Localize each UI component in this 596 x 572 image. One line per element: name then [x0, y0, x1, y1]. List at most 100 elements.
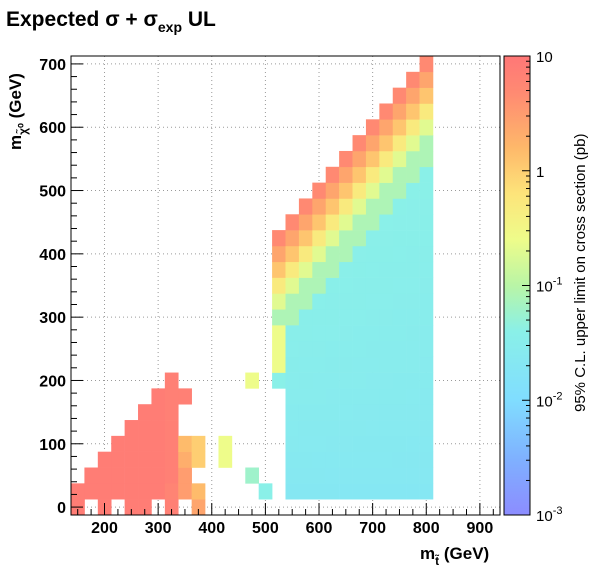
heatmap-cell: [124, 435, 139, 452]
heatmap-cell: [97, 483, 112, 500]
heatmap-cell: [339, 372, 353, 389]
heatmap-cell: [365, 166, 380, 183]
heatmap-cell: [365, 277, 380, 294]
y-tick-label: 200: [39, 373, 66, 390]
heatmap-cell: [285, 309, 300, 326]
heatmap-cell: [406, 166, 420, 183]
heatmap-cell: [164, 451, 179, 468]
heatmap-cell: [419, 467, 434, 484]
heatmap-cell: [218, 435, 233, 452]
heatmap-cell: [164, 467, 179, 484]
heatmap-cell: [406, 135, 420, 152]
heatmap-cell: [406, 293, 420, 310]
heatmap-cell: [419, 135, 434, 152]
heatmap-cell: [191, 499, 206, 516]
heatmap-cell: [325, 356, 340, 373]
heatmap-cell: [352, 388, 367, 405]
heatmap-cell: [285, 372, 300, 389]
heatmap-cell: [164, 499, 179, 516]
heatmap-cell: [138, 435, 152, 452]
heatmap-cell: [325, 214, 340, 231]
heatmap-cell: [392, 245, 407, 263]
heatmap-cell: [312, 309, 327, 326]
heatmap-cell: [392, 404, 407, 421]
heatmap-cell: [245, 372, 259, 389]
chart-title-suffix: UL: [182, 8, 216, 31]
z-tick-label: 10-2: [536, 390, 562, 410]
x-tick-label: 500: [252, 520, 279, 537]
heatmap-cell: [365, 388, 380, 405]
heatmap-cell: [151, 435, 166, 452]
heatmap-cell: [312, 245, 327, 263]
heatmap-cell: [392, 198, 407, 215]
heatmap-cell: [298, 245, 313, 263]
heatmap-cell: [406, 356, 420, 373]
heatmap-cell: [406, 325, 420, 342]
heatmap-cell: [379, 420, 394, 437]
heatmap-cell: [285, 277, 300, 294]
y-axis-title: mχ̃⁰ (GeV): [6, 73, 30, 150]
heatmap-cell: [352, 245, 367, 263]
heatmap-cell: [365, 135, 380, 152]
chart-title-main: Expected σ + σ: [6, 8, 158, 31]
heatmap-cell: [365, 435, 380, 452]
heatmap-cell: [298, 309, 313, 326]
heatmap-cell: [379, 325, 394, 342]
z-tick-label: 10: [536, 49, 553, 66]
heatmap-cell: [419, 182, 434, 199]
heatmap-cell: [379, 150, 394, 168]
heatmap-cell: [138, 499, 152, 516]
heatmap-cell: [111, 467, 125, 484]
heatmap-cell: [164, 372, 179, 389]
heatmap-cell: [419, 340, 434, 358]
heatmap-cell: [352, 340, 367, 358]
heatmap-cell: [379, 166, 394, 183]
heatmap-cell: [339, 435, 353, 452]
heatmap-cell: [392, 340, 407, 358]
heatmap-cell: [339, 230, 353, 247]
heatmap-cell: [379, 340, 394, 358]
heatmap-cell: [298, 293, 313, 310]
heatmap-cell: [379, 404, 394, 421]
heatmap-cell: [419, 325, 434, 342]
heatmap-cell: [379, 372, 394, 389]
heatmap-cell: [365, 483, 380, 500]
heatmap-cell: [325, 467, 340, 484]
heatmap-cell: [352, 182, 367, 199]
heatmap-cell: [178, 483, 192, 500]
heatmap-cell: [325, 182, 340, 199]
heatmap-cell: [392, 182, 407, 199]
heatmap-cell: [151, 420, 166, 437]
heatmap-cell: [325, 483, 340, 500]
heatmap-cell: [178, 388, 192, 405]
heatmap-cell: [298, 356, 313, 373]
heatmap-cell: [419, 214, 434, 231]
heatmap-cell: [392, 135, 407, 152]
heatmap-cell: [352, 356, 367, 373]
y-tick-label: 400: [39, 247, 66, 264]
heatmap-cell: [352, 293, 367, 310]
heatmap-cell: [392, 356, 407, 373]
heatmap-cell: [392, 87, 407, 104]
x-tick-label: 600: [306, 520, 333, 537]
heatmap-cell: [312, 404, 327, 421]
heatmap-cell: [285, 261, 300, 278]
heatmap-cell: [84, 467, 99, 484]
heatmap-cell: [325, 261, 340, 278]
heatmap-cell: [312, 451, 327, 468]
heatmap-cell: [419, 404, 434, 421]
heatmap-cell: [339, 293, 353, 310]
heatmap-cell: [352, 372, 367, 389]
heatmap-cell: [419, 166, 434, 183]
heatmap-cell: [339, 467, 353, 484]
heatmap-cell: [151, 388, 166, 405]
plot-frame: [70, 55, 501, 516]
heatmap-cell: [312, 230, 327, 247]
heatmap-cell: [312, 261, 327, 278]
heatmap-cell: [111, 435, 125, 452]
heatmap-cell: [352, 451, 367, 468]
heatmap-cell: [151, 404, 166, 421]
heatmap-cell: [325, 404, 340, 421]
heatmap-cell: [379, 483, 394, 500]
heatmap-cell: [392, 325, 407, 342]
